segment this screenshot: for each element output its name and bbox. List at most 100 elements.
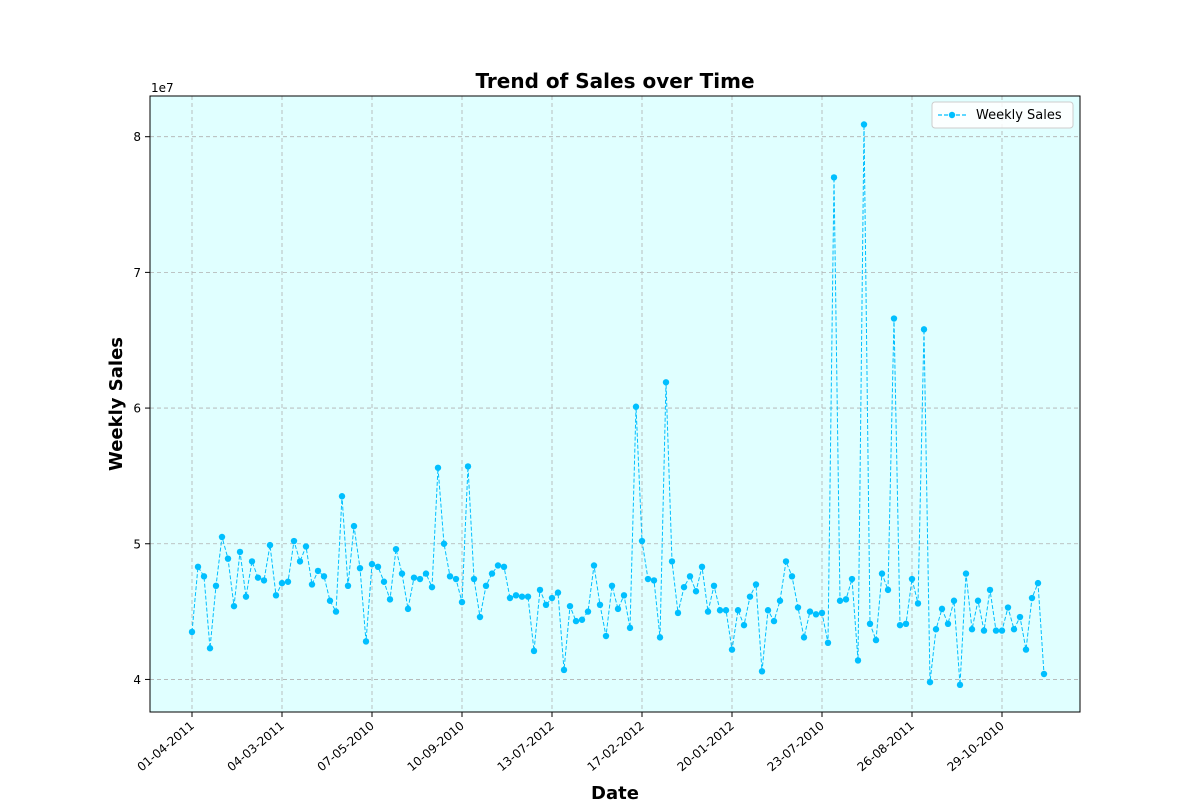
data-point [302, 543, 310, 550]
data-point [836, 597, 844, 604]
data-point [326, 597, 334, 604]
data-point [422, 570, 430, 577]
data-point [404, 605, 412, 613]
grid [150, 96, 1080, 712]
series-line [191, 124, 1045, 685]
data-point [626, 624, 634, 632]
data-point [344, 582, 352, 590]
data-point [812, 611, 820, 618]
data-point [638, 537, 646, 545]
data-point [818, 609, 826, 617]
data-point [668, 558, 676, 565]
data-point [194, 563, 202, 571]
data-point [710, 582, 718, 590]
data-point [542, 601, 550, 609]
data-point [1034, 579, 1042, 587]
data-point [950, 597, 958, 604]
data-point [746, 593, 754, 600]
data-point [350, 522, 358, 530]
data-point [494, 562, 502, 569]
legend-label: Weekly Sales [976, 108, 1062, 123]
data-point [674, 609, 682, 617]
data-point [380, 578, 388, 585]
y-tick-label: 6 [133, 402, 141, 416]
data-point [764, 607, 772, 614]
data-point [230, 602, 238, 610]
data-point [974, 597, 982, 604]
data-point [560, 666, 568, 674]
data-point [878, 570, 886, 577]
legend-box [931, 101, 1074, 129]
data-point [806, 608, 814, 615]
data-point [410, 574, 418, 581]
data-point [932, 626, 940, 633]
data-point [914, 600, 922, 607]
data-point [848, 575, 856, 583]
data-point [266, 541, 274, 549]
data-point [536, 586, 544, 594]
data-point [620, 592, 628, 599]
data-point [860, 121, 868, 128]
data-point [662, 379, 670, 386]
data-point [728, 646, 736, 653]
data-point [770, 617, 778, 625]
data-point [800, 634, 808, 641]
data-point [584, 608, 592, 615]
data-point [758, 668, 766, 675]
data-point [614, 605, 622, 613]
data-point [284, 578, 292, 585]
data-point [386, 596, 394, 603]
y-axis-multiplier: 1e7 [151, 81, 174, 95]
plot-area [150, 96, 1080, 712]
data-point [452, 575, 460, 583]
data-point [602, 632, 610, 640]
y-tick-label: 7 [133, 266, 141, 280]
data-point [566, 602, 574, 610]
plot-frame [149, 95, 1081, 713]
data-point [272, 592, 280, 599]
data-point [596, 601, 604, 609]
data-point [866, 620, 874, 628]
data-point [482, 582, 490, 590]
data-point [680, 583, 688, 591]
data-point [518, 593, 526, 600]
data-point [722, 607, 730, 614]
data-point [776, 597, 784, 604]
data-point [716, 607, 724, 614]
legend-marker-sample [948, 111, 956, 119]
data-point [944, 620, 952, 628]
data-point [236, 548, 244, 556]
data-point [458, 598, 466, 606]
data-point [998, 627, 1006, 634]
data-point [884, 586, 892, 594]
data-point [440, 540, 448, 547]
data-point [374, 563, 382, 571]
data-point [248, 558, 256, 565]
data-point [854, 657, 862, 664]
data-point [224, 555, 232, 562]
data-point [608, 582, 616, 590]
data-point [782, 558, 790, 565]
data-point [830, 174, 838, 181]
data-point [308, 581, 316, 588]
data-point [416, 575, 424, 583]
data-point [704, 608, 712, 615]
data-point [644, 575, 652, 583]
data-point [968, 626, 976, 633]
data-point [578, 616, 586, 623]
data-point [446, 573, 454, 580]
data-point [512, 592, 520, 599]
data-point [1004, 604, 1012, 611]
data-point [656, 634, 664, 641]
data-point [500, 563, 508, 571]
data-point [872, 636, 880, 644]
data-point [1028, 594, 1036, 602]
data-point [686, 573, 694, 580]
data-point [824, 639, 832, 646]
data-point [320, 573, 328, 580]
y-axis-label: Weekly Sales [106, 337, 127, 471]
data-point [734, 607, 742, 614]
series-line-layer [191, 124, 1045, 685]
data-point [260, 577, 268, 584]
data-point [572, 617, 580, 625]
